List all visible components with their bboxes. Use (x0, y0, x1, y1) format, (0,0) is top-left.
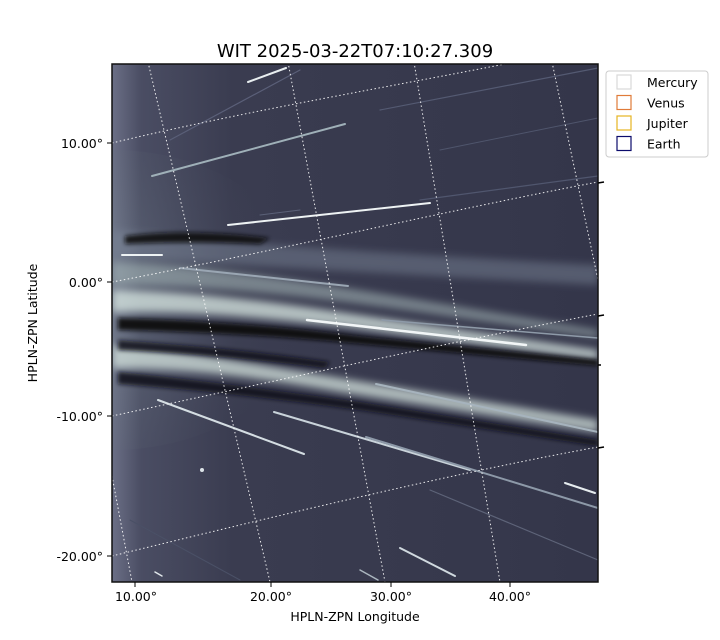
coordinate-grid (112, 64, 598, 582)
star-trail (169, 69, 301, 141)
x-tick-label: 20.00° (250, 589, 292, 604)
star (200, 468, 204, 472)
x-tick-label: 30.00° (370, 589, 412, 604)
grid-line-lon (287, 64, 386, 582)
y-tick-marks (107, 142, 112, 557)
grid-line-lat (112, 313, 598, 417)
y-tick-label: 10.00° (61, 136, 103, 151)
grid-line-lon (551, 64, 598, 281)
x-tick-marks (134, 582, 511, 587)
y-axis: 10.00° 0.00° -10.00° -20.00° HPLN-ZPN La… (25, 136, 112, 564)
star-trail (381, 319, 598, 339)
legend-swatch-venus (616, 94, 632, 111)
star-trail (129, 519, 241, 581)
star-trail (429, 489, 598, 561)
legend: Mercury Venus Jupiter Earth (605, 70, 709, 158)
star-trail (439, 117, 598, 151)
star-trail (379, 67, 598, 111)
chart-title: WIT 2025-03-22T07:10:27.309 (217, 41, 493, 62)
grid-line-lon (147, 64, 271, 582)
y-tick-label: 0.00° (69, 275, 103, 290)
legend-swatch-jupiter (616, 115, 632, 131)
legend-swatch-earth (616, 135, 632, 152)
dark-bands (118, 232, 598, 446)
x-tick-label: 10.00° (115, 589, 157, 604)
plot-area (112, 64, 598, 582)
bright-streamer-lower (112, 345, 598, 432)
star-trail (179, 267, 349, 287)
bright-streamer-upper (112, 262, 598, 338)
y-tick-label: -20.00° (56, 549, 103, 564)
star-trails (121, 67, 598, 581)
legend-entries: Mercury Venus Jupiter Earth (616, 74, 698, 152)
dark-band-upper (125, 232, 270, 244)
star-trail (273, 411, 471, 471)
diffuse-streamer (112, 230, 598, 285)
y-axis-label: HPLN-ZPN Latitude (25, 263, 40, 382)
grid-line-lat (112, 181, 598, 283)
star-trail (359, 569, 379, 581)
star-trail (419, 175, 598, 201)
star-trail (157, 399, 305, 455)
star-trail (305, 318, 528, 347)
x-axis-label: HPLN-ZPN Longitude (290, 609, 420, 624)
right-axis-ticks (597, 181, 605, 449)
dark-band-bottom (118, 372, 598, 446)
star-trail (247, 67, 287, 83)
plot-frame (111, 63, 599, 583)
y-tick-label: -10.00° (56, 409, 103, 424)
star-trail (227, 202, 431, 226)
legend-label-earth: Earth (647, 137, 681, 152)
star-trail (375, 383, 598, 433)
legend-label-venus: Venus (647, 96, 685, 111)
dark-band-lower (118, 340, 330, 368)
star-trail (564, 482, 596, 494)
star-trail (399, 547, 456, 577)
legend-label-jupiter: Jupiter (646, 116, 689, 131)
star-trail (259, 209, 301, 216)
legend-frame (605, 70, 709, 158)
grid-line-lat (112, 446, 598, 557)
star-trail (154, 571, 163, 577)
x-tick-label: 40.00° (489, 589, 531, 604)
dark-band-middle (118, 318, 598, 366)
legend-label-mercury: Mercury (647, 75, 698, 90)
legend-swatch-mercury (616, 74, 632, 90)
star-trail (151, 123, 346, 177)
x-axis: 10.00° 20.00° 30.00° 40.00° HPLN-ZPN Lon… (115, 582, 531, 624)
